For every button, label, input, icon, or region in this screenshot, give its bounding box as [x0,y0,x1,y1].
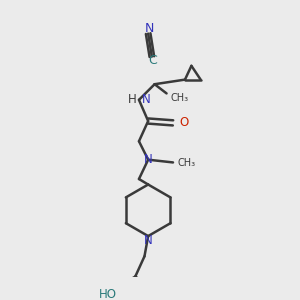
Text: H: H [128,93,136,106]
Text: O: O [179,116,189,129]
Text: CH₃: CH₃ [178,158,196,168]
Text: CH₃: CH₃ [170,93,188,103]
Text: N: N [144,153,152,166]
Text: N: N [144,234,152,247]
Text: N: N [144,22,154,35]
Text: N: N [142,93,151,106]
Text: C: C [148,54,157,67]
Text: HO: HO [99,289,117,300]
